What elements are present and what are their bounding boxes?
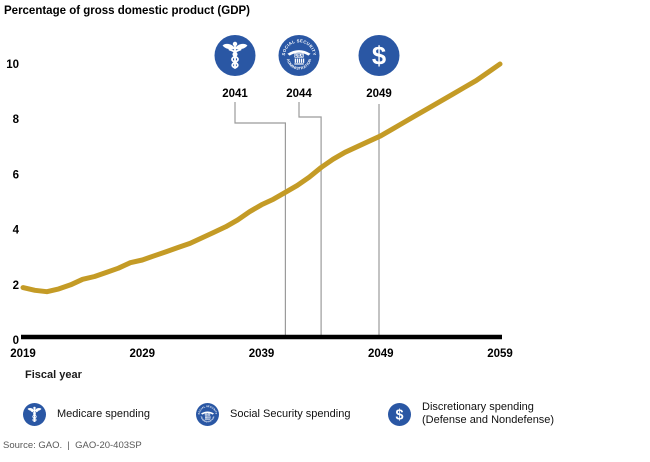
medicare-icon bbox=[23, 403, 46, 426]
x-axis-tick-label: 2019 bbox=[10, 348, 36, 360]
legend-label-discretionary-line1: Discretionary spending bbox=[422, 401, 534, 413]
milestone-leader-line-2041 bbox=[234, 102, 286, 336]
dollar-icon bbox=[388, 403, 411, 426]
y-axis-tick-label: 4 bbox=[13, 225, 20, 237]
y-axis-tick-label: 0 bbox=[13, 335, 19, 347]
milestone-year-label: 2041 bbox=[222, 88, 248, 100]
x-axis-tick-label: 2049 bbox=[368, 348, 394, 360]
spending-line bbox=[20, 61, 503, 295]
x-axis-tick-label: 2039 bbox=[249, 348, 275, 360]
source-note: Source: GAO. | GAO-20-403SP bbox=[3, 440, 142, 451]
x-axis-tick-label: 2059 bbox=[487, 348, 513, 360]
social-security-icon bbox=[278, 35, 320, 76]
milestone-year-label: 2044 bbox=[286, 88, 312, 100]
legend-label-medicare: Medicare spending bbox=[57, 407, 150, 420]
y-axis-tick-label: 10 bbox=[6, 59, 19, 71]
legend-item-social-security: Social Security spending bbox=[196, 399, 350, 429]
y-axis-tick-label: 2 bbox=[13, 280, 19, 292]
milestone-year-label: 2049 bbox=[366, 88, 392, 100]
legend-label-discretionary-line2: (Defense and Nondefense) bbox=[422, 414, 555, 426]
y-axis-tick-label: 6 bbox=[13, 169, 19, 181]
medicare-icon bbox=[214, 35, 256, 76]
legend-label-social-security: Social Security spending bbox=[230, 407, 351, 420]
milestone-leader-line-2044 bbox=[298, 102, 322, 336]
dollar-icon bbox=[358, 35, 400, 76]
legend-item-discretionary: Discretionary spending (Defense and Nond… bbox=[388, 399, 554, 429]
chart-title: Percentage of gross domestic product (GD… bbox=[4, 5, 251, 17]
social-security-icon bbox=[196, 403, 219, 426]
x-axis-title: Fiscal year bbox=[25, 369, 82, 381]
x-axis-tick-label: 2029 bbox=[130, 348, 156, 360]
legend-item-medicare: Medicare spending bbox=[23, 399, 150, 429]
legend-label-discretionary: Discretionary spending (Defense and Nond… bbox=[422, 401, 554, 427]
y-axis-tick-label: 8 bbox=[13, 114, 20, 126]
